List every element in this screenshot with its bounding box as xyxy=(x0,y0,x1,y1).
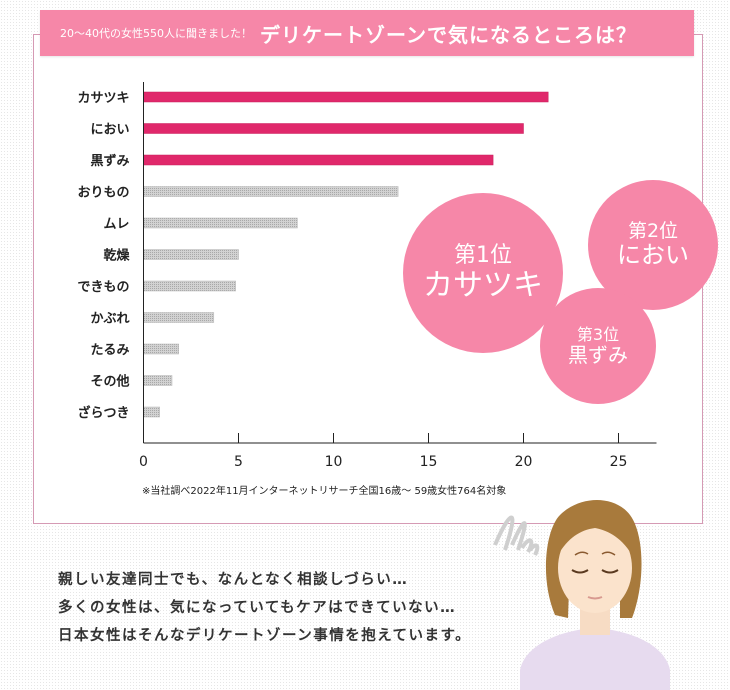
category-label: その他 xyxy=(90,374,129,390)
message-line: 日本女性はそんなデリケートゾーン事情を抱えています。 xyxy=(58,628,472,644)
bar xyxy=(143,375,173,386)
chart-frame xyxy=(33,34,703,524)
rank-3-label: 第3位 xyxy=(576,325,620,345)
x-tick-label: 5 xyxy=(234,454,243,470)
x-tick-label: 10 xyxy=(325,454,343,470)
sigh-scribble-icon xyxy=(493,515,540,556)
rank-1-label: 第1位 xyxy=(454,243,512,269)
category-label: ムレ xyxy=(103,217,129,232)
bar xyxy=(143,406,160,418)
survey-note: ※当社調べ2022年11月インターネットリサーチ全国16歳〜 59歳女性764名… xyxy=(142,486,507,497)
rank-3-name: 黒ずみ xyxy=(568,342,628,367)
rank-1-bubble: 第1位 カサツキ xyxy=(403,193,563,353)
bar xyxy=(143,312,215,323)
banner-title: デリケートゾーンで気になるところは？ xyxy=(260,22,637,47)
message-line: 親しい友達同士でも、なんとなく相談しづらい… xyxy=(58,572,409,588)
rank-1-name: カサツキ xyxy=(423,267,543,303)
bar xyxy=(143,154,494,166)
message-line: 多くの女性は、気になっていてもケアはできていない… xyxy=(58,600,457,616)
category-label: 黒ずみ xyxy=(90,153,129,169)
category-label: カサツキ xyxy=(77,91,129,106)
category-label: 乾燥 xyxy=(103,248,130,264)
woman-illustration xyxy=(493,500,670,690)
bar xyxy=(143,249,239,260)
category-label: かぶれ xyxy=(90,312,129,327)
bar xyxy=(143,217,298,229)
category-label: ざらつき xyxy=(77,405,129,421)
category-label: におい xyxy=(90,123,129,138)
bar xyxy=(143,186,399,197)
category-label: できもの xyxy=(77,280,129,295)
rank-2-name: におい xyxy=(617,241,689,270)
x-tick-label: 20 xyxy=(515,454,533,470)
bar xyxy=(143,280,236,292)
category-label: たるみ xyxy=(90,343,129,358)
message-text: 親しい友達同士でも、なんとなく相談しづらい… 多くの女性は、気になっていてもケア… xyxy=(58,566,471,650)
bar xyxy=(143,123,524,134)
rank-3-bubble: 第3位 黒ずみ xyxy=(540,288,656,404)
x-tick-label: 15 xyxy=(420,454,438,470)
bar xyxy=(143,343,179,355)
bar xyxy=(143,91,549,103)
rank-2-label: 第2位 xyxy=(627,220,679,243)
category-label: おりもの xyxy=(77,186,129,201)
banner-subtitle: 20〜40代の女性550人に聞きました！ xyxy=(60,27,252,40)
x-tick-label: 0 xyxy=(139,454,148,470)
header-banner: 20〜40代の女性550人に聞きました！ デリケートゾーンで気になるところは？ xyxy=(40,10,694,56)
x-tick-label: 25 xyxy=(610,454,628,470)
